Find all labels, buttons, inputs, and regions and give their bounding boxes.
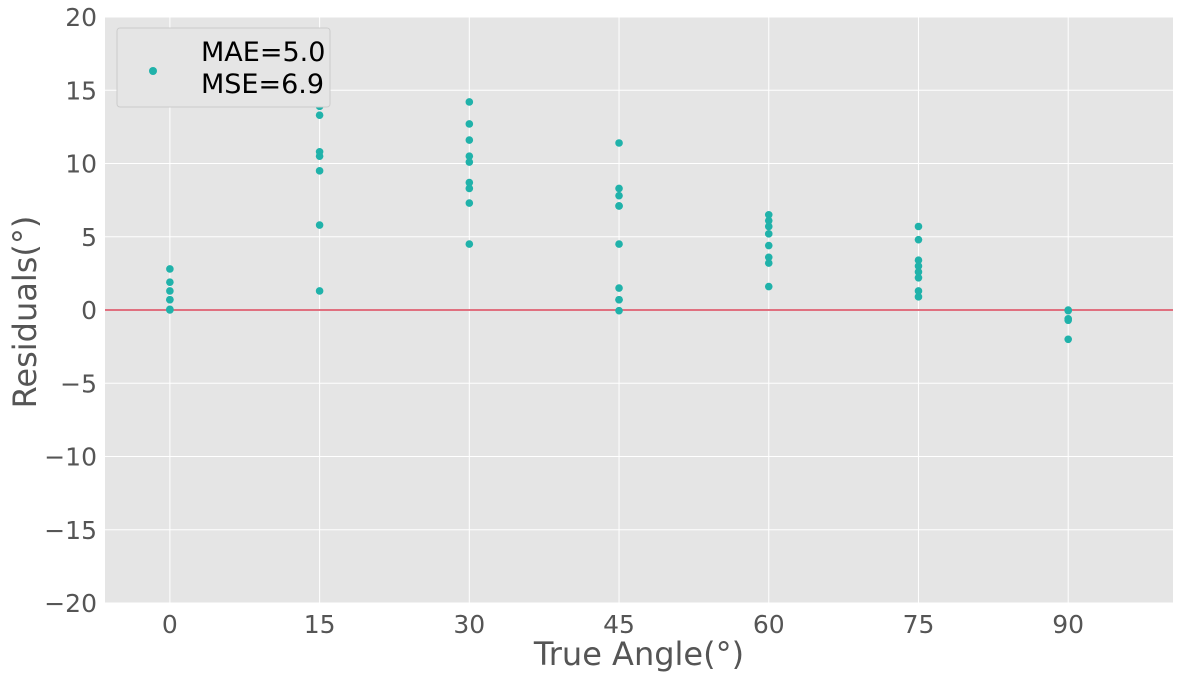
- data-point: [315, 111, 324, 119]
- data-point: [764, 259, 773, 267]
- data-point: [315, 152, 324, 160]
- data-point: [465, 178, 474, 187]
- x-tick-label: 45: [603, 610, 635, 639]
- legend-line-mae: MAE=5.0: [201, 37, 325, 68]
- data-point: [615, 240, 623, 248]
- legend: MAE=5.0 MSE=6.9: [116, 27, 331, 108]
- y-tick-label: 0: [81, 296, 97, 325]
- x-tick-label: 15: [304, 610, 336, 639]
- data-point: [615, 139, 623, 147]
- data-point: [914, 273, 923, 282]
- y-tick-labels: −20 −15 −10 −5 0 5 10 15 20: [44, 3, 97, 618]
- data-point: [315, 221, 324, 229]
- x-tick-label: 90: [1052, 610, 1084, 639]
- data-point: [465, 136, 474, 144]
- data-point: [764, 210, 773, 219]
- data-point: [914, 293, 923, 301]
- data-point: [615, 191, 623, 200]
- legend-marker: [149, 67, 157, 75]
- x-tick-label: 60: [753, 610, 785, 639]
- y-tick-label: −5: [60, 369, 97, 398]
- y-tick-label: 20: [65, 3, 97, 32]
- data-point: [615, 295, 623, 304]
- x-tick-label: 30: [453, 610, 485, 639]
- data-point: [465, 120, 474, 128]
- data-point: [914, 256, 923, 264]
- data-point: [615, 306, 623, 315]
- data-point: [1064, 306, 1072, 315]
- data-point: [615, 284, 623, 292]
- data-point: [465, 158, 474, 166]
- data-point: [465, 240, 474, 248]
- data-point: [1064, 316, 1072, 325]
- data-point: [764, 253, 773, 262]
- y-tick-label: −10: [44, 443, 97, 472]
- data-point: [166, 287, 174, 295]
- x-tick-label: 0: [162, 610, 178, 639]
- data-point: [315, 167, 324, 175]
- data-point: [315, 287, 324, 295]
- data-point: [465, 152, 474, 160]
- legend-box: [116, 27, 331, 108]
- data-point: [166, 306, 174, 314]
- x-tick-label: 75: [903, 610, 935, 639]
- y-axis-label: Residuals(°): [6, 216, 44, 409]
- y-tick-label: 10: [65, 150, 97, 179]
- data-point: [764, 241, 773, 250]
- y-tick-label: 5: [81, 223, 97, 252]
- data-point: [166, 278, 174, 286]
- data-point: [914, 262, 923, 270]
- legend-line-mse: MSE=6.9: [201, 69, 324, 100]
- data-point: [914, 235, 923, 244]
- data-point: [1064, 335, 1072, 344]
- data-point: [166, 265, 174, 273]
- data-point: [764, 216, 773, 225]
- y-tick-label: −20: [44, 589, 97, 618]
- x-tick-labels: 0 15 30 45 60 75 90: [162, 610, 1084, 639]
- data-point: [615, 184, 623, 193]
- x-axis-label: True Angle(°): [533, 635, 744, 673]
- data-point: [914, 222, 923, 231]
- data-point: [764, 230, 773, 238]
- data-point: [465, 199, 474, 207]
- data-points: [166, 30, 1072, 344]
- data-point: [615, 202, 623, 210]
- y-tick-label: 15: [65, 76, 97, 105]
- data-point: [465, 184, 474, 193]
- data-point: [465, 98, 474, 106]
- data-point: [914, 268, 923, 276]
- data-point: [764, 282, 773, 291]
- data-point: [914, 287, 923, 295]
- data-point: [764, 222, 773, 231]
- y-tick-label: −15: [44, 516, 97, 545]
- data-point: [166, 295, 174, 304]
